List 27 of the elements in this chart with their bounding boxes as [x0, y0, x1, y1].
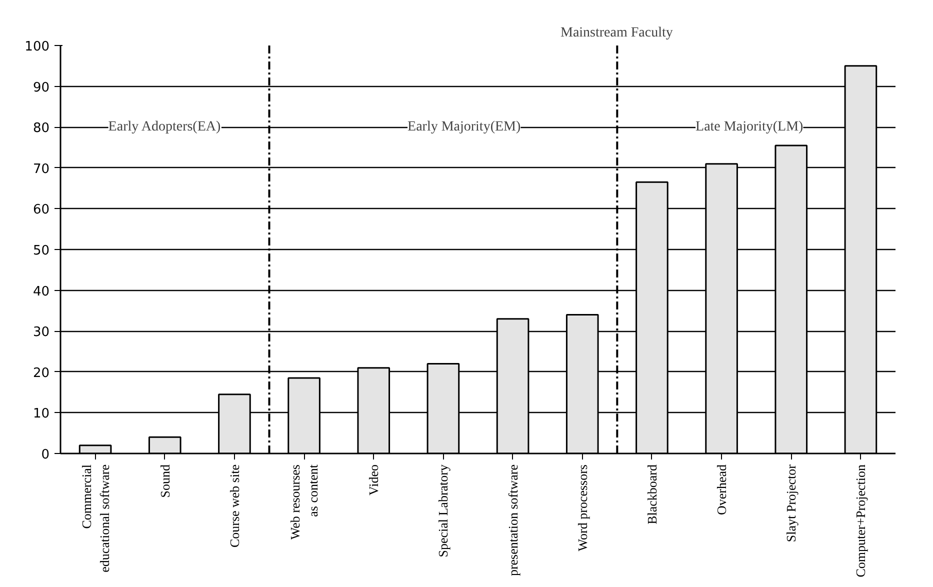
y-tick-label: 0: [41, 448, 50, 462]
y-tick-label: 50: [32, 244, 50, 258]
x-tick-label: Sound: [157, 464, 172, 498]
y-tick-label: 90: [32, 80, 50, 96]
x-tick-label: presentation software: [505, 464, 520, 576]
annotation: Early Majority(EM): [408, 120, 521, 135]
annotation: Early Adopters(EA): [108, 120, 222, 135]
x-tick-label: Blackboard: [644, 464, 660, 524]
y-tick-label: 60: [32, 202, 50, 218]
x-tick-label: Special Labratory: [436, 464, 451, 558]
y-tick-label: 40: [32, 284, 50, 300]
y-tick-label: 100: [24, 40, 50, 54]
x-tick-label: Video: [366, 464, 382, 496]
y-tick-label: 80: [32, 121, 50, 136]
x-tick-label: Overhead: [714, 464, 730, 516]
x-tick-label: Commercial educational software: [78, 464, 112, 572]
x-tick-label: Web resourses as content: [288, 464, 321, 540]
x-tick-label: Slayt Projector: [784, 464, 799, 542]
x-tick-label: Course web site: [226, 464, 242, 548]
y-tick-label: 10: [32, 406, 50, 422]
annotation: Late Majority(LM): [696, 120, 804, 135]
y-tick-label: 30: [32, 325, 50, 340]
y-tick-label: 70: [32, 162, 50, 177]
y-tick-label: 20: [32, 366, 50, 381]
text: Mainstream Faculty: [560, 26, 673, 40]
x-tick-label: Word processors: [574, 464, 590, 552]
x-tick-label: Computer+Projection: [853, 464, 868, 578]
